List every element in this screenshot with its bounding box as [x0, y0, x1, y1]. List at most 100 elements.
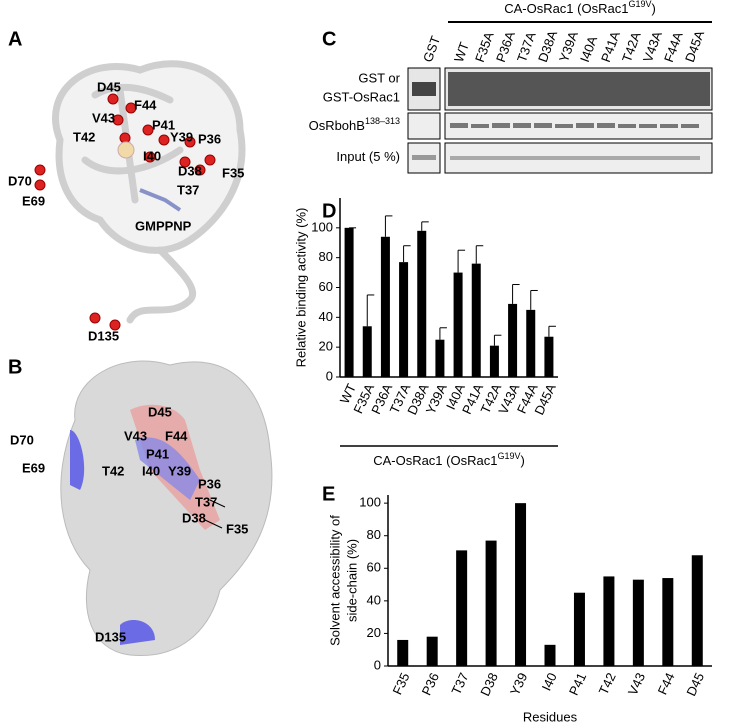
residue-markers	[34, 93, 216, 331]
error-bar	[457, 249, 466, 273]
group-label-main: CA-OsRac1 (OsRac1	[373, 453, 497, 468]
residue-label: F35	[226, 521, 248, 536]
ligand-label: GMPPNP	[135, 218, 192, 233]
residue-label: T37	[195, 494, 217, 509]
bar	[508, 303, 518, 377]
gel-header-main: CA-OsRac1 (OsRac1	[504, 1, 628, 16]
x-tick-label: F44	[655, 670, 678, 697]
y-tick-label: 80	[367, 527, 381, 542]
lane-label: GST	[420, 34, 443, 64]
residue-label: E69	[22, 460, 45, 475]
bar	[544, 644, 556, 666]
residue-label: V43	[92, 110, 115, 125]
bar	[380, 236, 390, 377]
bar	[453, 272, 463, 377]
error-bar	[512, 284, 520, 304]
error-bar	[475, 245, 484, 264]
y-tick-label: 0	[374, 657, 381, 672]
row-label: GST or	[358, 70, 400, 85]
residue-label: F44	[134, 97, 157, 112]
panel-letter: B	[8, 356, 22, 378]
residue-label: Y39	[170, 129, 193, 144]
y-axis-label: Relative binding activity (%)	[293, 208, 308, 368]
panel-letter: C	[322, 28, 336, 50]
residue-label: P36	[198, 131, 221, 146]
residue-label: D70	[8, 173, 32, 188]
bar	[435, 339, 445, 377]
residue-label: T37	[177, 182, 199, 197]
x-tick-label: F35	[389, 670, 412, 697]
residue-label: I40	[143, 148, 161, 163]
y-tick-label: 40	[319, 309, 333, 324]
y-tick-label: 100	[311, 219, 333, 234]
bar	[485, 540, 497, 666]
residue-label: T42	[73, 129, 95, 144]
residue-label: D38	[182, 510, 206, 525]
error-bar	[439, 327, 447, 340]
error-bar	[366, 294, 375, 327]
x-tick-label: Y39	[507, 670, 530, 697]
gel-header: CA-OsRac1 (OsRac1G19V)	[504, 0, 656, 16]
residue-label: P41	[152, 117, 175, 132]
group-label: CA-OsRac1 (OsRac1G19V)	[373, 451, 525, 468]
residue-label: V43	[124, 428, 147, 443]
x-tick-label: D45	[683, 670, 707, 698]
bar	[544, 336, 554, 377]
bar	[573, 592, 585, 666]
bar	[362, 326, 372, 377]
row-label: Input (5 %)	[336, 149, 400, 164]
lane-label: WT	[451, 40, 472, 64]
panel-letter: E	[322, 483, 335, 505]
bar	[471, 263, 481, 377]
y-tick-label: 20	[319, 339, 333, 354]
row-label: OsRbohB138–313	[309, 116, 400, 133]
x-tick-label: I40	[539, 670, 560, 693]
residue-label: T42	[102, 463, 124, 478]
group-label-tail: )	[520, 453, 524, 468]
residue-label: D135	[88, 328, 119, 343]
y-tick-label: 80	[319, 249, 333, 264]
protein-surface	[60, 360, 273, 657]
x-tick-label: V43	[625, 670, 648, 697]
x-tick-label: T42	[596, 670, 619, 697]
error-bar	[403, 245, 411, 263]
panel-letter: D	[322, 200, 336, 222]
x-tick-label: P36	[419, 670, 442, 697]
y-tick-label: 0	[326, 368, 333, 383]
bar	[344, 227, 354, 377]
bar	[515, 503, 527, 666]
x-axis-label: Residues	[523, 709, 578, 724]
y-axis-label: side-chain (%)	[344, 539, 359, 622]
residue-label: D38	[178, 163, 202, 178]
residue-label: Y39	[168, 463, 191, 478]
residue-label: D70	[10, 432, 34, 447]
residue-label: P36	[198, 476, 221, 491]
bar	[456, 550, 468, 666]
residue-label: D45	[97, 79, 121, 94]
residue-label: D135	[95, 629, 126, 644]
bar	[417, 230, 427, 377]
bar	[526, 309, 536, 377]
panel-letter: A	[8, 28, 22, 50]
y-tick-label: 60	[319, 279, 333, 294]
x-tick-label: D38	[477, 670, 501, 698]
group-label-sup: G19V	[497, 451, 520, 461]
row-label-sup: 138–313	[365, 116, 400, 126]
bar	[603, 576, 615, 666]
y-tick-label: 20	[367, 625, 381, 640]
residue-label: P41	[146, 446, 169, 461]
bar	[397, 639, 409, 666]
error-bar	[530, 289, 538, 310]
y-tick-label: 60	[367, 560, 381, 575]
error-bar	[384, 215, 393, 237]
bar	[399, 262, 409, 377]
gel	[407, 21, 713, 174]
row-label: GST-OsRac1	[323, 89, 400, 104]
error-bar	[421, 221, 429, 231]
x-tick-label: T37	[448, 670, 471, 697]
lane-label: D45A	[682, 28, 707, 64]
y-tick-label: 40	[367, 592, 381, 607]
row-label-main: Input (5 %)	[336, 149, 400, 164]
residue-label: F35	[222, 165, 244, 180]
